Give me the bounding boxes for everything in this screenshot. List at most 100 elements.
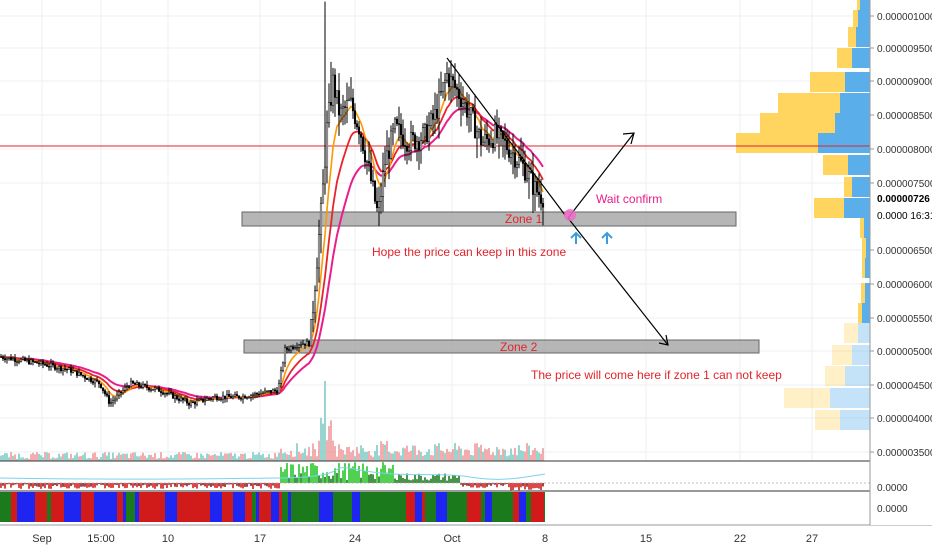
volume-bar xyxy=(270,458,272,461)
oscillator-bar xyxy=(404,478,406,483)
candle-body xyxy=(137,382,141,387)
oscillator-bar xyxy=(418,473,420,483)
oscillator-bar xyxy=(256,483,258,487)
candle-body xyxy=(407,150,411,152)
signal-marker[interactable] xyxy=(564,209,576,221)
candle-body xyxy=(201,398,205,402)
oscillator-bar xyxy=(520,483,522,488)
volume-bar xyxy=(50,458,52,461)
volume-profile-up xyxy=(840,410,870,430)
volume-bar xyxy=(352,450,354,461)
oscillator-bar xyxy=(428,480,430,483)
oscillator-bar xyxy=(142,483,144,486)
zone-1-box[interactable] xyxy=(241,211,737,227)
arrow-up-line[interactable] xyxy=(567,132,635,219)
volume-bar xyxy=(182,452,184,461)
volume-bar xyxy=(162,458,164,461)
volume-bar xyxy=(48,453,50,461)
strip-segment xyxy=(81,492,94,522)
candle-body xyxy=(139,385,143,388)
candle-body xyxy=(199,398,203,400)
volume-bar xyxy=(178,452,180,461)
candle-body xyxy=(167,391,171,394)
oscillator-bar xyxy=(280,467,282,483)
oscillator-bar xyxy=(180,483,182,487)
candle-body xyxy=(263,390,267,394)
strip-segment xyxy=(47,492,51,522)
oscillator-bar xyxy=(396,479,398,483)
volume-bar xyxy=(472,455,474,461)
oscillator-bar xyxy=(56,483,58,487)
volume-bar xyxy=(72,457,74,461)
volume-bar xyxy=(300,453,302,461)
up-arrow-icon-2 xyxy=(601,231,613,244)
candle-body xyxy=(405,146,409,152)
candle-body xyxy=(135,382,139,385)
strip-segment xyxy=(245,492,252,522)
volume-bar xyxy=(436,446,438,461)
volume-bar xyxy=(248,458,250,461)
candle-body xyxy=(447,73,451,88)
volume-bar xyxy=(278,452,280,461)
volume-bar xyxy=(160,452,162,461)
oscillator-bar xyxy=(494,483,496,485)
oscillator-bar xyxy=(10,483,12,488)
candle-body xyxy=(399,124,403,136)
candle-body xyxy=(295,347,299,349)
volume-bar xyxy=(254,454,256,461)
oscillator-bar xyxy=(226,483,228,485)
strip-segment xyxy=(447,492,453,522)
oscillator-bar xyxy=(116,483,118,485)
strip-segment xyxy=(153,492,161,522)
volume-bar xyxy=(156,458,158,461)
oscillator-bar xyxy=(524,483,526,490)
volume-bar xyxy=(238,456,240,461)
oscillator-bar xyxy=(148,483,150,487)
oscillator-bar xyxy=(366,466,368,483)
oscillator-bar xyxy=(76,483,78,489)
volume-bar xyxy=(224,453,226,461)
volume-profile-up xyxy=(858,323,870,343)
volume-bar xyxy=(212,454,214,461)
candle-body xyxy=(183,398,187,401)
price-tick-label: 0.0000045000 xyxy=(877,381,932,392)
candle-body xyxy=(191,401,195,404)
oscillator-bar xyxy=(82,483,84,487)
arrow-down-line[interactable] xyxy=(567,217,669,346)
strip-segment xyxy=(406,492,411,522)
volume-bar xyxy=(124,453,126,461)
strip-segment xyxy=(513,492,519,522)
volume-bar xyxy=(258,452,260,461)
oscillator-bar xyxy=(172,483,174,485)
candle-body xyxy=(155,387,159,389)
oscillator-bar xyxy=(166,483,168,488)
zone-2-box[interactable] xyxy=(243,339,760,354)
volume-histogram xyxy=(0,381,544,461)
volume-bar xyxy=(490,454,492,461)
volume-bar xyxy=(330,420,332,461)
volume-bar xyxy=(174,454,176,461)
volume-bar xyxy=(268,454,270,461)
oscillator-bar xyxy=(88,483,90,488)
countdown-label: 0.0000 16:31 xyxy=(877,211,932,222)
oscillator-bar xyxy=(380,468,382,483)
oscillator-bar xyxy=(476,483,478,488)
volume-bar xyxy=(308,446,310,461)
volume-bar xyxy=(130,453,132,461)
oscillator-bar xyxy=(460,483,462,485)
candle-body xyxy=(37,362,41,365)
candle-body xyxy=(177,398,181,401)
volume-bar xyxy=(478,447,480,461)
price-tick-label: 0.0000075000 xyxy=(877,179,932,190)
oscillator-bar xyxy=(424,477,426,483)
volume-bar xyxy=(510,448,512,461)
descending-trendline[interactable] xyxy=(446,57,566,216)
candle-body xyxy=(259,393,263,396)
oscillator-bar xyxy=(202,483,204,486)
volume-bar xyxy=(438,443,440,461)
candle-body xyxy=(279,370,283,384)
candle-body xyxy=(435,109,439,119)
oscillator-bar xyxy=(70,483,72,487)
volume-bar xyxy=(280,448,282,461)
volume-bar xyxy=(356,447,358,461)
